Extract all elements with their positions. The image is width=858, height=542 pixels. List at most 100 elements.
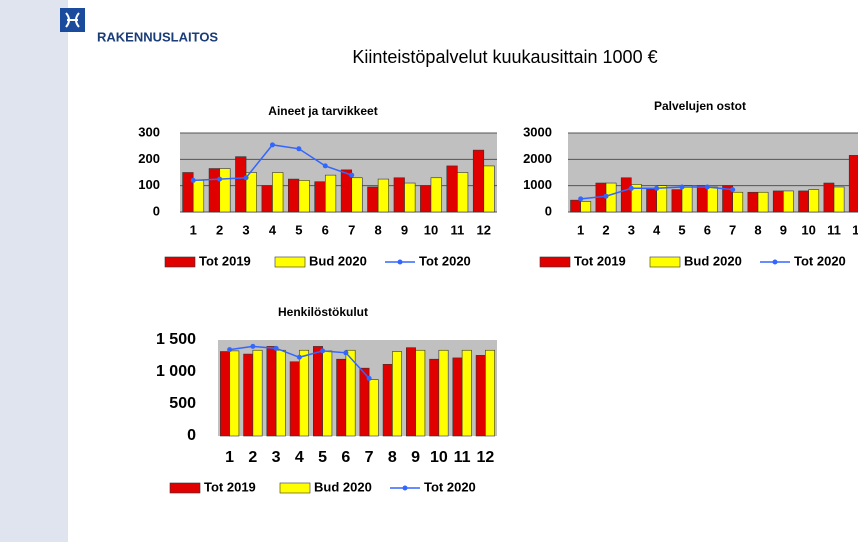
y-tick-label: 500 [169, 395, 196, 412]
line-marker [679, 184, 685, 190]
plot-area [180, 133, 497, 212]
bar [580, 201, 592, 213]
bar [392, 351, 402, 437]
bar [833, 186, 845, 213]
y-tick-label: 3000 [523, 124, 552, 139]
legend-swatch [649, 256, 681, 268]
x-tick-label: 11 [827, 222, 841, 237]
x-tick-label: 6 [322, 222, 329, 237]
bar [299, 349, 309, 437]
bar [732, 191, 744, 213]
y-tick-label: 2000 [523, 151, 552, 166]
x-tick-label: 9 [411, 449, 420, 466]
line-marker [343, 350, 349, 356]
y-tick-label: 1 000 [156, 363, 196, 380]
legend-label: Bud 2020 [314, 479, 372, 494]
y-tick-label: 0 [545, 203, 552, 218]
x-tick-label: 12 [477, 222, 491, 237]
bar [313, 346, 323, 437]
logo-text: RAKENNUSLAITOS [97, 29, 218, 44]
bar [261, 185, 273, 213]
bar [243, 353, 254, 437]
x-tick-label: 3 [628, 222, 635, 237]
x-tick-label: 8 [388, 449, 397, 466]
bar [324, 174, 337, 213]
line-marker [603, 193, 609, 199]
line-marker [296, 146, 302, 152]
x-tick-label: 9 [401, 222, 408, 237]
plot-area [218, 340, 497, 436]
bar [393, 177, 405, 213]
bar [252, 349, 263, 437]
bar [377, 178, 389, 213]
x-tick-label: 10 [424, 222, 438, 237]
x-tick-label: 4 [653, 222, 661, 237]
bar [757, 191, 769, 213]
bar [631, 184, 642, 213]
bar [472, 149, 485, 213]
legend-label: Tot 2020 [424, 479, 476, 494]
x-tick-label: 10 [801, 222, 815, 237]
y-tick-label: 1 500 [156, 331, 196, 348]
bar [570, 199, 581, 213]
x-tick-label: 1 [577, 222, 584, 237]
x-tick-label: 5 [678, 222, 685, 237]
bar [245, 172, 257, 213]
bar [208, 168, 220, 213]
y-tick-label: 1000 [523, 177, 552, 192]
x-tick-label: 6 [341, 449, 350, 466]
bar [415, 349, 426, 437]
bar [483, 165, 495, 213]
legend-swatch [164, 256, 196, 268]
line-marker [227, 347, 233, 353]
line-marker [704, 184, 710, 190]
bar [229, 350, 240, 437]
chart-title: Henkilöstökulut [278, 305, 368, 319]
legend-label: Bud 2020 [684, 253, 742, 268]
x-tick-label: 10 [430, 449, 448, 466]
bar [266, 346, 277, 437]
bar [681, 185, 693, 213]
chart-title: Aineet ja tarvikkeet [268, 104, 377, 118]
bar [429, 358, 440, 437]
bar [314, 181, 326, 213]
legend-label: Bud 2020 [309, 253, 367, 268]
bar [485, 349, 495, 437]
logo-symbol [65, 12, 80, 28]
line-marker [349, 172, 355, 178]
bar [288, 178, 300, 213]
x-tick-label: 2 [602, 222, 609, 237]
side-strip [0, 0, 68, 542]
y-tick-label: 200 [138, 151, 160, 166]
bar [783, 190, 794, 213]
line-marker [217, 176, 223, 182]
bar [298, 180, 310, 213]
line-marker [628, 185, 634, 191]
legend-marker [402, 485, 408, 491]
bar [452, 357, 463, 437]
bar [823, 182, 835, 213]
bar [461, 349, 472, 437]
x-tick-label: 11 [454, 449, 471, 466]
bar [235, 156, 247, 213]
bar [336, 358, 347, 437]
x-tick-label: 1 [225, 449, 234, 466]
line-marker [273, 345, 279, 351]
bar [272, 172, 284, 213]
line-marker [366, 375, 372, 381]
y-tick-label: 100 [138, 177, 160, 192]
bar [404, 182, 416, 213]
bar [322, 350, 333, 437]
legend-label: Tot 2019 [204, 479, 256, 494]
x-tick-label: 6 [704, 222, 711, 237]
bar [808, 189, 820, 213]
legend-swatch [169, 482, 201, 494]
bar [219, 168, 231, 213]
chart-title: Palvelujen ostot [654, 99, 746, 113]
x-tick-label: 5 [295, 222, 302, 237]
line-marker [269, 142, 275, 148]
bar [620, 177, 632, 213]
x-tick-label: 11 [451, 222, 465, 237]
x-tick-label: 1 [190, 222, 197, 237]
y-tick-label: 0 [187, 427, 196, 444]
